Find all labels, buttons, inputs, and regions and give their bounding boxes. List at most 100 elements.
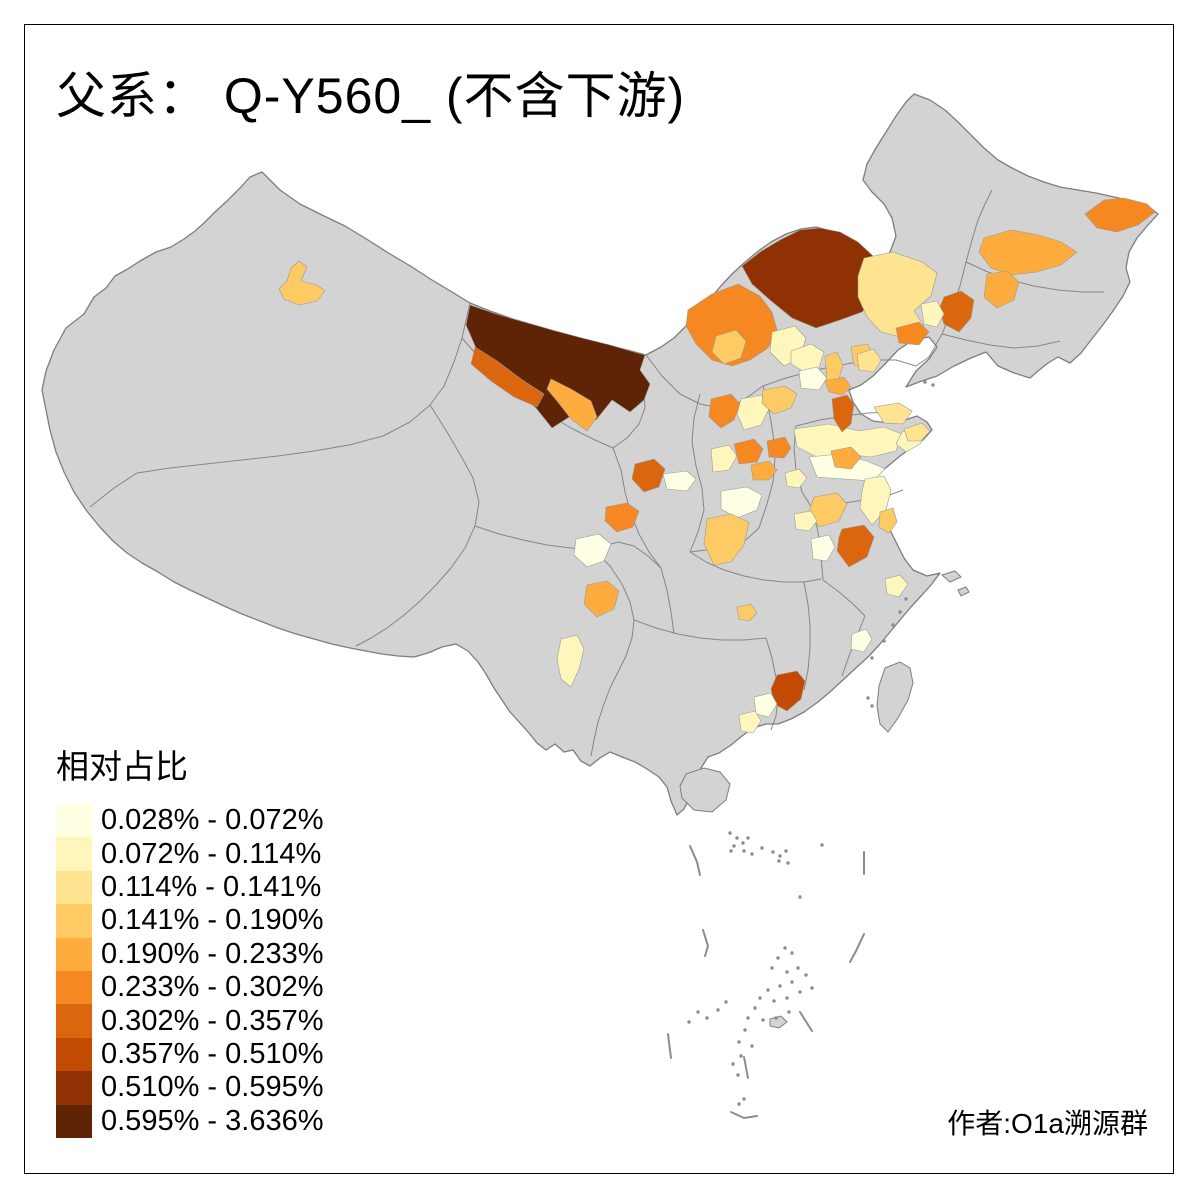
islet-dot xyxy=(776,956,780,960)
legend-item: 0.114% - 0.141% xyxy=(56,870,323,905)
prefecture-region xyxy=(753,692,778,718)
islet-dot xyxy=(750,852,754,856)
prefecture-region xyxy=(808,492,848,528)
province-border xyxy=(590,549,635,757)
prefecture-region xyxy=(836,524,875,568)
islet-dot xyxy=(750,1044,754,1048)
islet-dot xyxy=(742,849,746,853)
islet-dot xyxy=(758,996,762,1000)
islet-dot xyxy=(770,966,774,970)
legend-label: 0.072% - 0.114% xyxy=(101,837,322,870)
legend-item: 0.302% - 0.357% xyxy=(56,1004,324,1038)
islet-dot xyxy=(737,1102,741,1106)
legend-item: 0.357% - 0.510% xyxy=(56,1037,324,1072)
prefecture-region xyxy=(856,348,882,373)
islet-dot xyxy=(696,1010,700,1014)
province-border xyxy=(965,261,1104,293)
legend-item: 0.028% - 0.072% xyxy=(56,804,323,838)
islet-dot xyxy=(790,951,794,955)
islet-dot xyxy=(785,996,789,1000)
prefecture-region xyxy=(920,300,945,328)
islet-dot xyxy=(732,844,736,848)
islet-dot xyxy=(820,843,824,847)
islet-dot xyxy=(784,849,788,853)
prefecture-region xyxy=(824,376,852,396)
islet-dot xyxy=(772,999,776,1003)
sea-boundary-dash xyxy=(730,1111,758,1120)
islet-dot xyxy=(870,704,874,708)
prefecture-region xyxy=(736,394,771,431)
prefecture-region xyxy=(736,603,758,622)
prefecture-region xyxy=(770,670,806,712)
islet-dot xyxy=(870,656,874,660)
islet-dot xyxy=(731,1062,735,1066)
legend-item: 0.595% - 3.636% xyxy=(56,1104,324,1138)
legend-swatch xyxy=(56,837,92,871)
prefecture-region xyxy=(793,510,818,532)
legend-label: 0.595% - 3.636% xyxy=(101,1104,324,1137)
islet-dot xyxy=(728,831,732,835)
province-border xyxy=(89,302,471,508)
islet-dot xyxy=(741,841,745,845)
islet-dot xyxy=(746,836,750,840)
islet-dot xyxy=(810,986,814,990)
legend-swatch xyxy=(56,904,92,938)
prefecture-region xyxy=(884,574,909,598)
legend-item: 0.233% - 0.302% xyxy=(56,970,323,1005)
prefecture-region xyxy=(761,385,798,415)
legend-item: 0.141% - 0.190% xyxy=(56,904,324,938)
legend-label: 0.302% - 0.357% xyxy=(101,1004,324,1037)
islet-dot xyxy=(798,990,802,994)
prefecture-region xyxy=(790,343,825,373)
prefecture-region xyxy=(733,438,764,465)
islet-dot xyxy=(724,1000,728,1004)
prefecture-region xyxy=(766,436,792,459)
islet-dot xyxy=(774,1016,778,1020)
legend-label: 0.114% - 0.141% xyxy=(101,870,322,903)
islet-dot xyxy=(753,1006,757,1010)
legend-swatch xyxy=(56,870,92,905)
islet-dot xyxy=(783,946,787,950)
legend-label: 0.190% - 0.233% xyxy=(101,937,324,970)
sea-boundary-dash xyxy=(743,1056,749,1079)
island-outline xyxy=(957,586,970,597)
islet-dot xyxy=(931,383,935,387)
islet-dot xyxy=(761,1018,765,1022)
prefecture-region xyxy=(662,470,697,492)
sea-boundary-dash xyxy=(667,1033,672,1059)
islet-dot xyxy=(787,1010,791,1014)
legend-swatch xyxy=(56,804,92,838)
islet-dot xyxy=(804,973,808,977)
legend-item: 0.072% - 0.114% xyxy=(56,837,323,871)
prefecture-region xyxy=(784,468,808,489)
prefecture-region xyxy=(710,444,738,473)
islet-dot xyxy=(716,1008,720,1012)
prefecture-region xyxy=(470,346,545,408)
islet-dot xyxy=(739,1054,743,1058)
province-border xyxy=(355,404,480,647)
legend-item: 0.510% - 0.595% xyxy=(56,1071,323,1105)
legend-label: 0.141% - 0.190% xyxy=(101,904,324,937)
islet-dot xyxy=(766,988,770,992)
islet-dot xyxy=(891,623,895,627)
prefecture-region xyxy=(793,423,903,458)
legend-swatch xyxy=(56,970,92,1005)
page-title: 父系： Q-Y560_ (不含下游) xyxy=(56,68,686,124)
prefecture-region xyxy=(895,321,930,346)
province-border xyxy=(689,551,822,583)
prefecture-region xyxy=(546,378,598,432)
legend-label: 0.357% - 0.510% xyxy=(101,1037,324,1070)
islet-dot xyxy=(923,380,927,384)
islet-dot xyxy=(798,895,802,899)
prefecture-region xyxy=(831,394,855,433)
island-outline xyxy=(940,570,962,583)
prefecture-region xyxy=(708,393,741,429)
prefecture-region xyxy=(604,502,640,533)
sea-boundary-dash xyxy=(849,933,865,963)
legend-item: 0.190% - 0.233% xyxy=(56,937,324,971)
province-border xyxy=(803,581,811,691)
islet-dot xyxy=(760,846,764,850)
